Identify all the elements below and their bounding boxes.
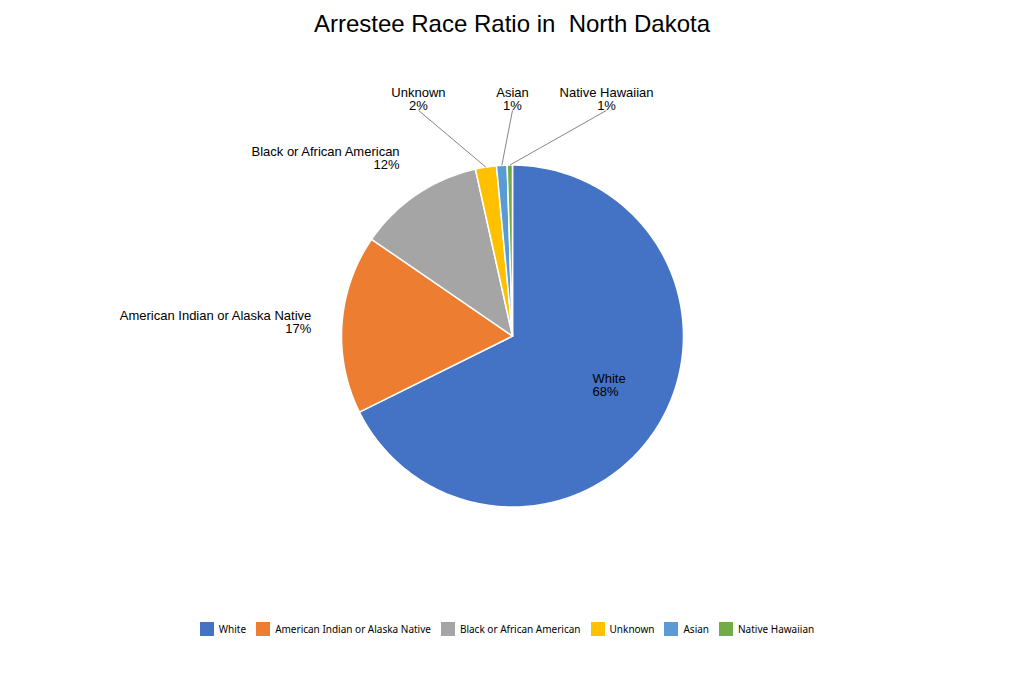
- html-text:American Indian or Alaska Nati: American Indian or Alaska Native: [275, 621, 431, 636]
- html-text:Arrestee Race Ratio in North D: Arrestee Race Ratio in North Dakota: [313, 10, 711, 37]
- html-text:White: White: [218, 621, 247, 636]
- html-text:Asian: Asian: [683, 621, 709, 636]
- svg-text:Asian1%: Asian1%: [496, 85, 529, 113]
- svg-text:White68%: White68%: [592, 371, 625, 399]
- html-text:Black or African American: Black or African American: [459, 621, 581, 636]
- svg-text:Unknown2%: Unknown2%: [391, 85, 445, 113]
- html-text:Unknown: Unknown: [609, 621, 655, 636]
- html-text:Native Hawaiian: Native Hawaiian: [738, 621, 815, 636]
- svg-text:Native Hawaiian1%: Native Hawaiian1%: [560, 85, 654, 113]
- svg-text:American Indian or Alaska Nati: American Indian or Alaska Native17%: [120, 308, 312, 336]
- svg-text:Black or African American12%: Black or African American12%: [251, 144, 400, 172]
